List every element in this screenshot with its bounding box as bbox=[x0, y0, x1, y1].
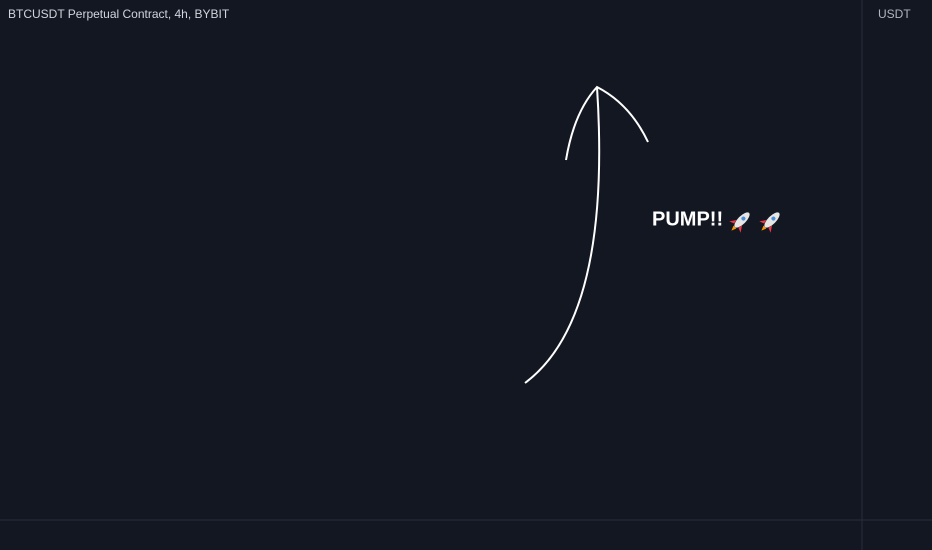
rocket-icon bbox=[729, 212, 750, 233]
currency-label: USDT bbox=[878, 7, 911, 21]
chart-title: BTCUSDT Perpetual Contract, 4h, BYBIT bbox=[8, 7, 230, 21]
annotation: PUMP!! bbox=[652, 208, 723, 230]
rocket-icon bbox=[759, 212, 780, 233]
arrow-head bbox=[565, 85, 649, 161]
curved-arrow bbox=[524, 86, 601, 384]
